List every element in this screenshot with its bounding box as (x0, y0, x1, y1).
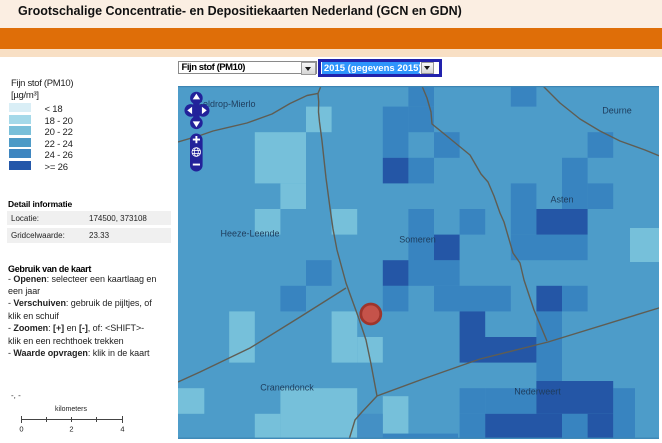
svg-text:Nederweert: Nederweert (514, 387, 561, 397)
svg-text:Heeze-Leende: Heeze-Leende (220, 229, 279, 239)
svg-text:Cranendonck: Cranendonck (260, 383, 314, 393)
svg-text:0: 0 (19, 425, 23, 434)
svg-text:Someren: Someren (399, 235, 436, 245)
svg-text:2: 2 (69, 425, 73, 434)
svg-text:4: 4 (120, 425, 124, 434)
svg-text:Geldrop-Mierlo: Geldrop-Mierlo (196, 99, 256, 109)
svg-text:Deurne: Deurne (602, 106, 632, 116)
svg-text:Asten: Asten (550, 195, 573, 205)
